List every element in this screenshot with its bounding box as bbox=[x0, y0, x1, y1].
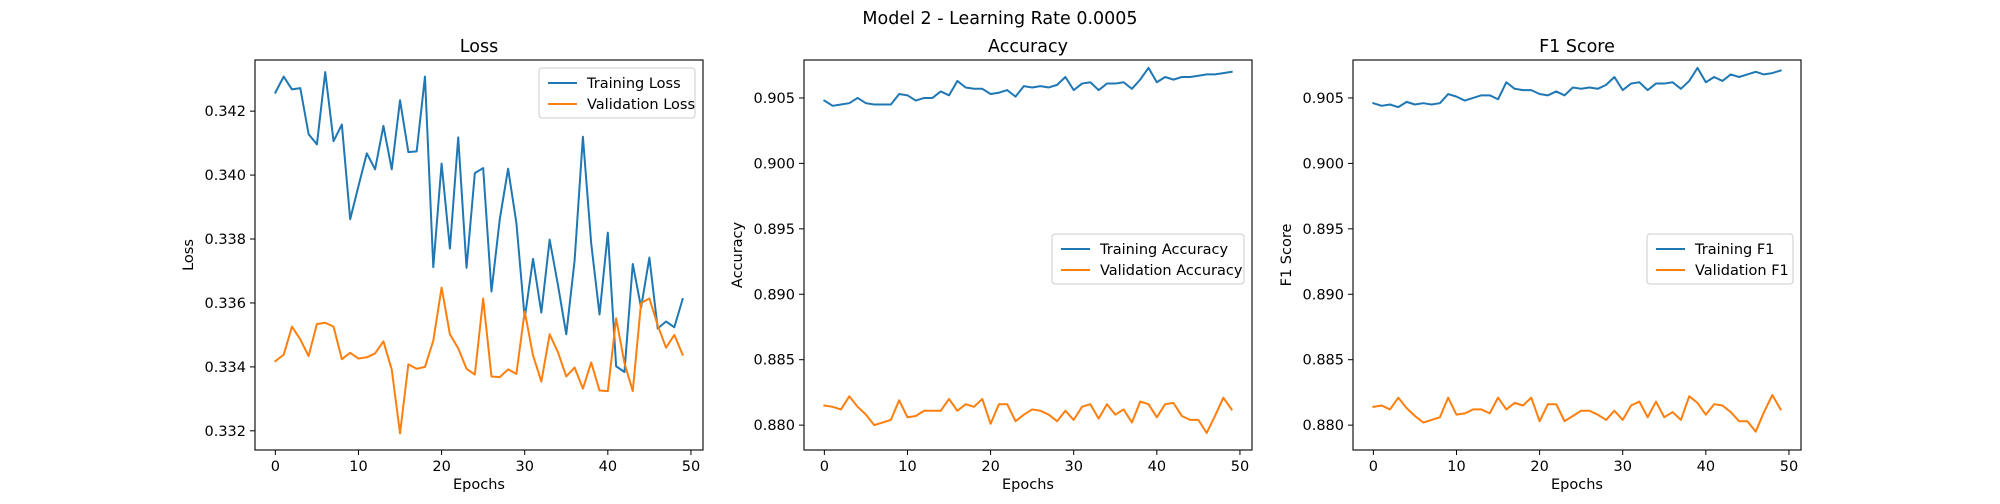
f1-score-xtick-label: 0 bbox=[1369, 459, 1378, 475]
f1-score-axes-frame bbox=[1352, 59, 1802, 451]
loss-panel-ylabel: Loss bbox=[181, 239, 197, 271]
accuracy-series-training-accuracy bbox=[822, 66, 1233, 107]
loss-series-training-loss bbox=[274, 71, 684, 373]
accuracy-ytick-label: 0.890 bbox=[753, 287, 795, 303]
accuracy-panel-xlabel: Epochs bbox=[1002, 477, 1054, 493]
loss-panel-title: Loss bbox=[460, 37, 498, 57]
f1-score-xtick-label: 30 bbox=[1613, 459, 1631, 475]
f1-score-xtick-label: 10 bbox=[1447, 459, 1465, 475]
f1-score-legend-label: Validation F1 bbox=[1695, 263, 1789, 279]
loss-ytick-label: 0.334 bbox=[204, 360, 246, 376]
accuracy-panel: Accuracy Epochs Accuracy 0 10 20 30 40 50 0.88… bbox=[730, 37, 1253, 493]
accuracy-legend: Training Accuracy Validation Accuracy bbox=[1051, 233, 1245, 285]
f1-score-ytick-label: 0.890 bbox=[1302, 287, 1344, 303]
accuracy-ytick-label: 0.885 bbox=[753, 353, 795, 369]
f1-score-panel-ylabel: F1 Score bbox=[1279, 224, 1295, 287]
f1-score-legend-box bbox=[1646, 233, 1794, 285]
accuracy-xtick-label: 30 bbox=[1064, 459, 1082, 475]
f1-score-xtick-label: 40 bbox=[1697, 459, 1715, 475]
accuracy-ytick-label: 0.900 bbox=[753, 156, 795, 172]
accuracy-panel-ylabel: Accuracy bbox=[730, 221, 746, 288]
f1-score-xtick-label: 50 bbox=[1780, 459, 1798, 475]
figure-suptitle: Model 2 - Learning Rate 0.0005 bbox=[862, 9, 1137, 29]
f1-score-panel-title: F1 Score bbox=[1539, 37, 1615, 57]
loss-ytick-label: 0.338 bbox=[204, 232, 246, 248]
f1-score-ytick-label: 0.905 bbox=[1302, 91, 1344, 107]
accuracy-legend-box bbox=[1051, 233, 1245, 285]
accuracy-ytick-label: 0.905 bbox=[753, 91, 795, 107]
loss-ytick-label: 0.332 bbox=[204, 424, 246, 440]
f1-score-ytick-label: 0.900 bbox=[1302, 156, 1344, 172]
f1-score-series-validation-f1 bbox=[1372, 394, 1783, 433]
f1-score-ytick-label: 0.895 bbox=[1302, 222, 1344, 238]
loss-series-validation-loss bbox=[273, 286, 684, 435]
accuracy-xtick-label: 40 bbox=[1148, 459, 1166, 475]
accuracy-panel-title: Accuracy bbox=[988, 37, 1068, 57]
f1-score-panel: F1 Score Epochs F1 Score 0 10 20 30 40 50 0.88… bbox=[1279, 37, 1802, 493]
f1-score-legend-label: Training F1 bbox=[1694, 242, 1774, 258]
loss-legend: Training Loss Validation Loss bbox=[538, 67, 696, 119]
loss-panel: Loss Epochs Loss 0 10 20 30 40 50 0.332 0.334 0.… bbox=[181, 37, 704, 493]
accuracy-ytick-label: 0.880 bbox=[753, 418, 795, 434]
accuracy-xtick-label: 50 bbox=[1231, 459, 1249, 475]
accuracy-xtick-label: 10 bbox=[898, 459, 916, 475]
loss-xtick-label: 40 bbox=[599, 459, 617, 475]
loss-ytick-label: 0.340 bbox=[204, 168, 246, 184]
f1-score-series-training-f1 bbox=[1372, 66, 1782, 109]
f1-score-xtick-label: 20 bbox=[1530, 459, 1548, 475]
loss-xtick-label: 0 bbox=[271, 459, 280, 475]
loss-legend-label: Training Loss bbox=[586, 76, 681, 92]
f1-score-panel-xlabel: Epochs bbox=[1551, 477, 1603, 493]
accuracy-axes-frame bbox=[803, 59, 1253, 451]
f1-score-ytick-label: 0.880 bbox=[1302, 418, 1344, 434]
f1-score-ytick-label: 0.885 bbox=[1302, 353, 1344, 369]
loss-legend-label: Validation Loss bbox=[587, 97, 695, 113]
loss-panel-xlabel: Epochs bbox=[453, 477, 505, 493]
f1-score-legend: Training F1 Validation F1 bbox=[1646, 233, 1794, 285]
loss-ytick-label: 0.336 bbox=[204, 296, 246, 312]
loss-xtick-label: 20 bbox=[432, 459, 450, 475]
loss-ytick-label: 0.342 bbox=[204, 104, 246, 120]
accuracy-xtick-label: 0 bbox=[820, 459, 829, 475]
loss-axes-frame bbox=[254, 59, 704, 451]
loss-xtick-label: 30 bbox=[515, 459, 533, 475]
accuracy-xtick-label: 20 bbox=[981, 459, 999, 475]
accuracy-legend-label: Training Accuracy bbox=[1099, 242, 1228, 258]
accuracy-legend-label: Validation Accuracy bbox=[1100, 263, 1243, 279]
loss-legend-box bbox=[538, 67, 696, 119]
loss-xtick-label: 50 bbox=[682, 459, 700, 475]
accuracy-ytick-label: 0.895 bbox=[753, 222, 795, 238]
loss-xtick-label: 10 bbox=[349, 459, 367, 475]
accuracy-series-validation-accuracy bbox=[823, 395, 1234, 434]
